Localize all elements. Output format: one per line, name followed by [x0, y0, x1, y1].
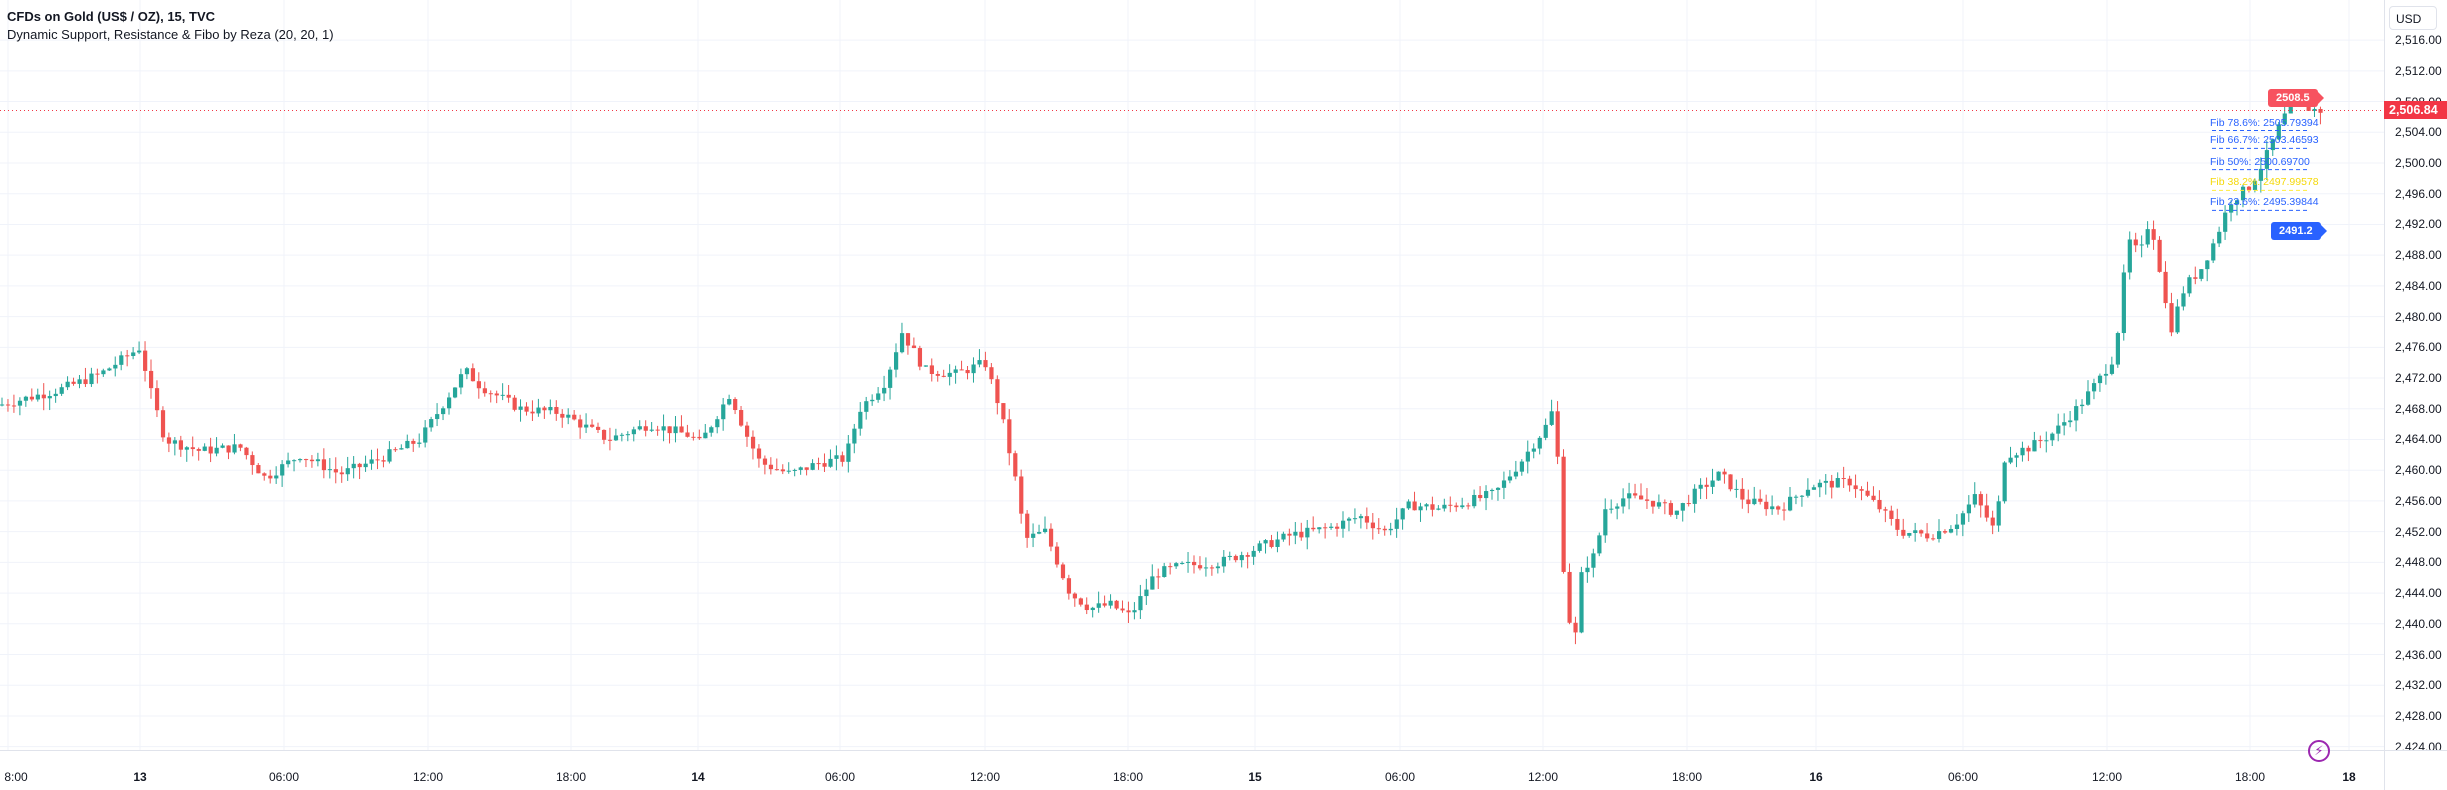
price-tick: 2,432.00 [2395, 678, 2442, 693]
price-tick: 2,488.00 [2395, 248, 2442, 263]
time-tick: 12:00 [1527, 770, 1559, 784]
time-tick: 18:00 [1112, 770, 1144, 784]
time-tick: 16 [1809, 770, 1823, 784]
fib-level-label: Fib 23.6%: 2495.39844 [2210, 196, 2319, 209]
price-tick: 2,512.00 [2395, 63, 2442, 78]
time-tick: 14 [691, 770, 705, 784]
time-tick: 8:00 [4, 770, 28, 784]
time-tick: 06:00 [268, 770, 300, 784]
lightning-icon[interactable]: ⚡ [2308, 740, 2330, 762]
price-tick: 2,440.00 [2395, 616, 2442, 631]
price-tick: 2,476.00 [2395, 340, 2442, 355]
chart-pane[interactable] [0, 0, 2384, 750]
chart-legend: CFDs on Gold (US$ / OZ), 15, TVC Dynamic… [7, 8, 334, 44]
symbol-title[interactable]: CFDs on Gold (US$ / OZ), 15, TVC [7, 9, 216, 24]
price-tick: 2,516.00 [2395, 33, 2442, 48]
resistance-tag: 2508.5 [2268, 88, 2324, 107]
currency-button[interactable]: USD [2389, 6, 2437, 30]
time-tick: 18:00 [555, 770, 587, 784]
price-tick: 2,500.00 [2395, 156, 2442, 170]
axis-corner [2384, 750, 2447, 790]
time-tick: 06:00 [1947, 770, 1979, 784]
time-tick: 13 [133, 770, 147, 784]
time-tick: 12:00 [2091, 770, 2123, 784]
time-tick: 18 [2342, 770, 2356, 784]
price-tick: 2,456.00 [2395, 493, 2442, 508]
time-tick: 15 [1248, 770, 1262, 784]
fib-level-label: Fib 78.6%: 2505.79394 [2210, 116, 2319, 129]
price-tick: 2,428.00 [2395, 708, 2442, 723]
indicator-title[interactable]: Dynamic Support, Resistance & Fibo by Re… [7, 27, 334, 42]
price-tick: 2,464.00 [2395, 432, 2442, 447]
fib-level-label: Fib 66.7%: 2503.46593 [2210, 134, 2319, 147]
time-tick: 18:00 [1671, 770, 1703, 784]
fib-level-label: Fib 50%: 2500.69700 [2210, 155, 2310, 168]
price-tick: 2,492.00 [2395, 217, 2442, 232]
candlestick-chart[interactable] [0, 0, 2384, 750]
price-axis[interactable] [2384, 0, 2447, 750]
time-tick: 18:00 [2234, 770, 2266, 784]
price-tick: 2,460.00 [2395, 463, 2442, 478]
price-tick: 2,484.00 [2395, 278, 2442, 293]
time-tick: 06:00 [1384, 770, 1416, 784]
price-tick: 2,452.00 [2395, 524, 2442, 539]
time-axis[interactable]: 8:00 13 06:00 12:00 18:00 14 06:00 12:00 18:00 15… [0, 750, 2384, 790]
support-tag: 2491.2 [2271, 221, 2327, 240]
time-tick: 12:00 [969, 770, 1001, 784]
price-tick: 2,480.00 [2395, 309, 2442, 324]
price-tick: 2,472.00 [2395, 371, 2442, 386]
price-tick: 2,448.00 [2395, 555, 2442, 570]
last-price-label: 2,506.84 [2384, 101, 2447, 120]
price-tick: 2,436.00 [2395, 647, 2442, 662]
price-tick: 2,444.00 [2395, 586, 2442, 601]
price-tick: 2,496.00 [2395, 186, 2442, 201]
price-tick: 2,468.00 [2395, 401, 2442, 416]
time-tick: 06:00 [824, 770, 856, 784]
time-tick: 12:00 [412, 770, 444, 784]
fib-level-label: Fib 38.2%: 2497.99578 [2210, 176, 2319, 189]
price-tick: 2,504.00 [2395, 125, 2442, 140]
